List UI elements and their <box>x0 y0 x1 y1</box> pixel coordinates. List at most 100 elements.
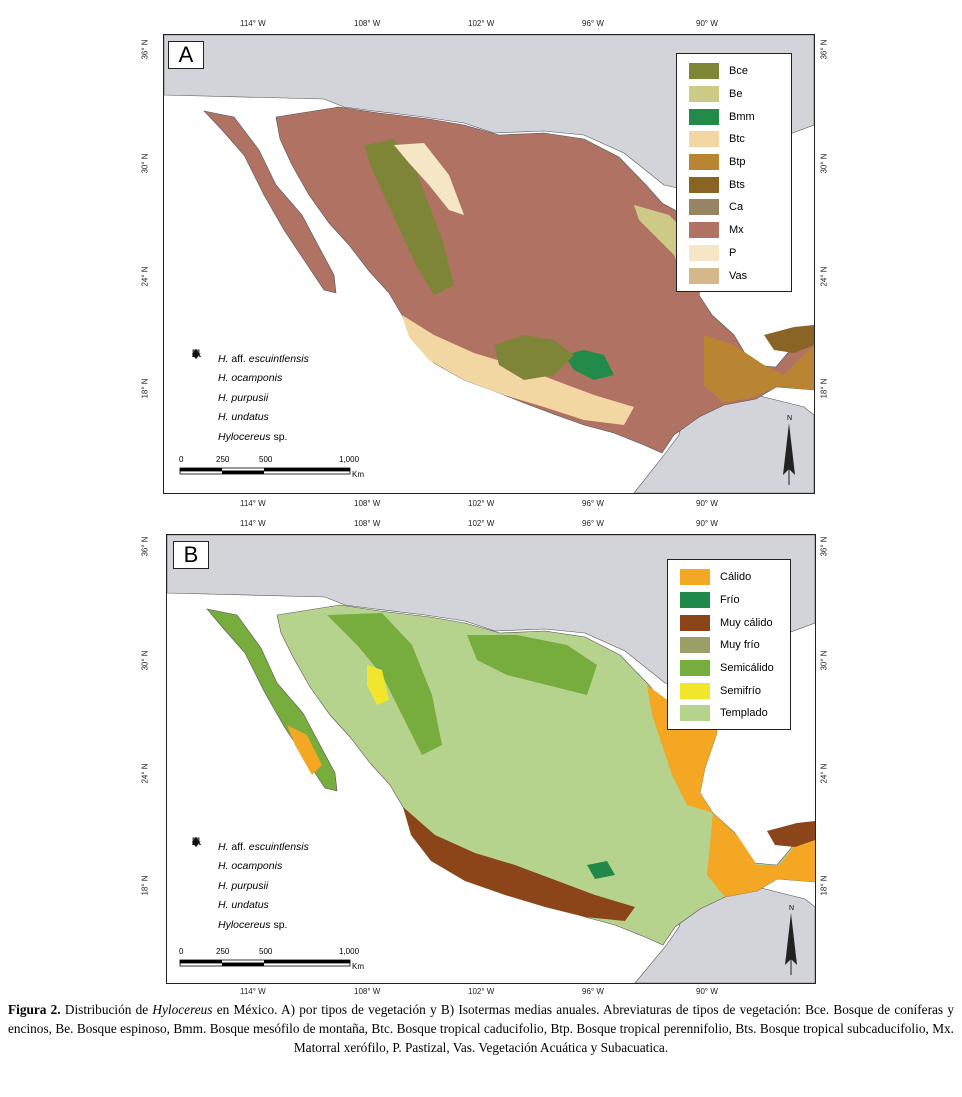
legend-label: Muy frío <box>720 639 760 652</box>
species-name: H. aff. escuintlensis <box>218 841 309 853</box>
lon-label: 102° W <box>468 519 495 528</box>
lon-label: 102° W <box>468 499 495 508</box>
map-b <box>167 535 815 983</box>
panel-b-tag: B <box>173 541 209 569</box>
lon-label: 96° W <box>582 519 604 528</box>
lon-label: 90° W <box>696 987 718 996</box>
legend-item: Muy frío <box>680 634 780 657</box>
legend-swatch <box>689 176 719 193</box>
legend-a: Bce Be Bmm Btc Btp Bts Ca Mx P Vas <box>676 53 792 292</box>
lon-label: 114° W <box>240 19 266 28</box>
lon-label: 108° W <box>354 987 381 996</box>
species-genus-abbr: H. <box>218 391 229 404</box>
species-epithet: escuintlensis <box>248 352 309 365</box>
species-genus-abbr: H. <box>218 352 229 365</box>
legend-swatch <box>680 592 710 609</box>
caption-text-2: en México. A) por tipos de vegetación y … <box>8 1002 954 1055</box>
scale-tick-250: 250 <box>216 947 230 956</box>
species-item: Hylocereus sp. <box>192 349 309 447</box>
legend-item: Btp <box>689 151 781 174</box>
legend-swatch <box>680 637 710 654</box>
lat-label: 18° N <box>819 875 829 896</box>
lon-label: 96° W <box>582 499 604 508</box>
caption-label: Figura 2. <box>8 1002 61 1017</box>
species-list: H. aff. escuintlensis H. ocamponis H. purp… <box>192 837 309 935</box>
species-legend-a: H. aff. escuintlensis H. ocamponis H. purp… <box>192 349 309 447</box>
species-item: H. aff. escuintlensis <box>192 349 309 369</box>
lat-label: 24° N <box>819 763 829 784</box>
legend-item: Frío <box>680 589 780 612</box>
scale-bar-a: 0 250 500 1,000 Km <box>179 455 379 485</box>
legend-label: Bts <box>729 178 745 191</box>
scale-bar-graphic <box>179 467 351 475</box>
scale-tick-1000: 1,000 <box>339 455 360 464</box>
legend-swatch <box>689 199 719 216</box>
species-epithet: Hylocereus <box>218 430 271 443</box>
lon-label: 102° W <box>468 19 495 28</box>
legend-label: Templado <box>720 707 768 720</box>
legend-label: Semifrío <box>720 684 761 697</box>
north-arrow-icon <box>783 423 795 485</box>
legend-label: Btc <box>729 133 745 146</box>
species-legend-b: H. aff. escuintlensis H. ocamponis H. purp… <box>192 837 309 935</box>
legend-label: Be <box>729 88 743 101</box>
lat-label: 30° N <box>140 650 150 671</box>
species-item: H. purpusii <box>192 838 309 896</box>
lat-label: 18° N <box>140 875 150 896</box>
lat-label: 18° N <box>819 378 829 399</box>
species-epithet: Hylocereus <box>218 918 271 931</box>
species-name: H. undatus <box>218 899 269 911</box>
species-item: H. undatus <box>192 837 309 916</box>
species-qualifier: aff. <box>231 840 246 853</box>
legend-b-rows: Cálido Frío Muy cálido Muy frío Semicálido Se… <box>680 566 780 725</box>
legend-swatch <box>689 63 719 80</box>
species-name: H. purpusii <box>218 880 268 892</box>
species-epithet: escuintlensis <box>248 840 309 853</box>
legend-label: Mx <box>729 224 744 237</box>
lon-label: 90° W <box>696 519 718 528</box>
species-name: H. undatus <box>218 411 269 423</box>
lat-label: 30° N <box>819 650 829 671</box>
legend-item: Bce <box>689 60 781 83</box>
species-genus-abbr: H. <box>218 860 229 873</box>
scale-tick-500: 500 <box>259 455 273 464</box>
species-item: Hylocereus sp. <box>192 837 309 935</box>
legend-a-rows: Bce Be Bmm Btc Btp Bts Ca Mx P Vas <box>689 60 781 287</box>
north-label: N <box>789 905 795 912</box>
species-qualifier: aff. <box>231 352 246 365</box>
scale-unit: Km <box>352 962 364 971</box>
legend-item: Be <box>689 83 781 106</box>
legend-label: Ca <box>729 201 744 214</box>
lat-label: 24° N <box>819 266 829 287</box>
species-item: H. aff. escuintlensis <box>192 837 309 857</box>
lat-label: 36° N <box>819 536 829 557</box>
legend-swatch <box>689 222 719 239</box>
lon-label: 102° W <box>468 987 495 996</box>
scale-tick-500: 500 <box>259 947 273 956</box>
legend-label: Bmm <box>729 110 755 123</box>
lat-label: 36° N <box>819 39 829 60</box>
legend-swatch <box>689 267 719 284</box>
species-epithet: undatus <box>231 899 269 912</box>
legend-label: Bce <box>729 65 748 78</box>
lon-label: 114° W <box>240 987 266 996</box>
species-suffix: sp. <box>273 918 288 931</box>
legend-b: Cálido Frío Muy cálido Muy frío Semicálido Se… <box>667 559 791 730</box>
legend-label: Btp <box>729 156 746 169</box>
lon-label: 114° W <box>240 499 266 508</box>
lat-label: 18° N <box>140 378 150 399</box>
lon-label: 108° W <box>354 519 381 528</box>
legend-swatch <box>689 108 719 125</box>
legend-label: Frío <box>720 594 740 607</box>
species-epithet: purpusii <box>231 391 269 404</box>
scale-bar-graphic <box>179 959 351 967</box>
species-epithet: undatus <box>231 411 269 424</box>
legend-item: Ca <box>689 196 781 219</box>
species-name: H. ocamponis <box>218 860 282 872</box>
species-name: Hylocereus sp. <box>218 919 287 931</box>
species-genus-abbr: H. <box>218 372 229 385</box>
legend-label: Vas <box>729 269 748 282</box>
scale-unit: Km <box>352 470 364 479</box>
legend-swatch <box>689 86 719 103</box>
species-list: H. aff. escuintlensis H. ocamponis H. purp… <box>192 349 309 447</box>
